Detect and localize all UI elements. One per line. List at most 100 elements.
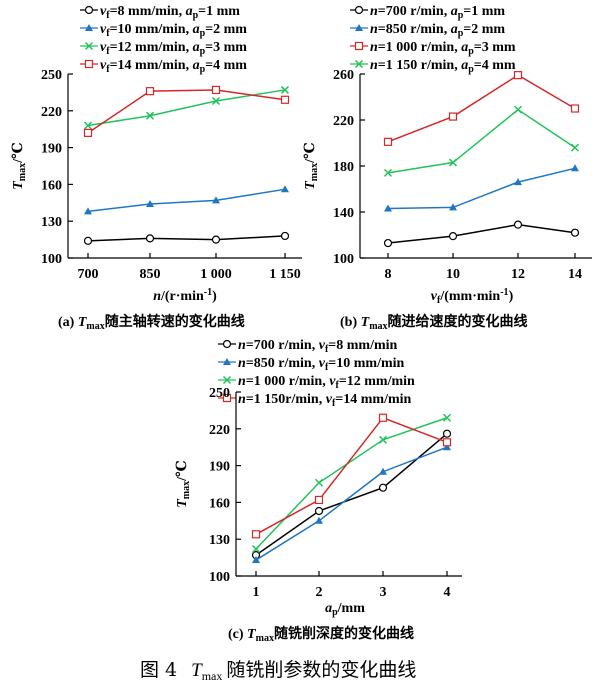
panel-b-series-2-point-4 (571, 164, 579, 172)
panel-a: vf=8 mm/min, ap=1 mm vf=10 mm/min, ap=2 … (11, 4, 302, 332)
panel-a-series-1-point-4 (280, 231, 290, 241)
panel-c-legend: n=700 r/min, vf=8 mm/min n=850 r/min, vf… (218, 338, 415, 409)
legend-c-4: n=1 150r/min, vf=14 mm/min (238, 392, 412, 409)
panel-a-legend: vf=8 mm/min, ap=1 mm vf=10 mm/min, ap=2 … (80, 4, 247, 75)
panel-a-y-tick-label-1: 130 (41, 215, 62, 230)
panel-b-series-3-line (387, 74, 576, 143)
panel-a-series-2-point-2 (146, 200, 154, 208)
panel-c-plot (251, 413, 452, 564)
panel-b: n=700 r/min, ap=1 mm n=850 r/min, ap=2 m… (303, 4, 592, 332)
panel-c-series-4-point-1 (251, 530, 261, 539)
panel-b-x-tick-label-0: 8 (385, 267, 392, 282)
panel-c-series-2-point-3 (379, 467, 387, 475)
panel-c-series-2-point-1 (252, 556, 260, 564)
panel-a-series-3-point-3 (211, 96, 221, 106)
panel-a-series-3-point-4 (280, 85, 290, 94)
panel-b-y-tick-label-2: 180 (333, 160, 354, 175)
panel-b-y-tick-label-0: 100 (333, 252, 354, 267)
panel-a-x-tick-label-2: 1 000 (200, 267, 232, 282)
panel-c-series-4-point-2 (314, 495, 324, 505)
panel-c-series-2-line (255, 446, 448, 561)
panel-a-series-4-point-3 (211, 85, 221, 95)
panel-b-series-2-point-3 (514, 178, 522, 186)
panel-b-plot (383, 71, 580, 248)
panel-a-x-tick-label-3: 1 150 (269, 267, 301, 282)
panel-c-y-tick-label-4: 220 (209, 423, 230, 438)
figure-caption: 图 4 Tmax 随铣削参数的变化曲线 (140, 659, 416, 683)
panel-b-y-ticks: 100 140 180 220 260 (333, 68, 365, 267)
panel-a-x-ticks: 700 850 1 000 1 150 (78, 253, 301, 282)
panel-a-y-tick-label-3: 190 (41, 142, 62, 157)
panel-c-y-tick-label-0: 100 (209, 570, 230, 585)
panel-b-series-2-line (387, 167, 576, 210)
panel-a-series-4-point-4 (280, 95, 290, 104)
panel-c-caption: (c) Tmax随铣削深度的变化曲线 (228, 625, 414, 644)
panel-c-series-3-line (255, 417, 448, 550)
panel-b-y-label: Tmax/℃ (303, 142, 320, 190)
panel-c-series-4-point-4 (442, 438, 452, 447)
panel-a-y-tick-label-2: 160 (41, 178, 62, 193)
panel-b-series-3-point-3 (513, 71, 523, 80)
panel-a-y-label: Tmax/℃ (11, 142, 28, 190)
legend-b-3: n=1 000 r/min, ap=3 mm (370, 40, 516, 57)
panel-b-x-label: vf/(mm·min-1) (431, 287, 514, 306)
panel-b-series-1-point-2 (448, 232, 458, 241)
legend-a-4: vf=14 mm/min, ap=4 mm (100, 58, 247, 75)
panel-a-plot (83, 85, 290, 245)
panel-a-series-4-point-2 (145, 87, 155, 96)
panel-a-series-1-point-1 (83, 236, 93, 245)
panel-b-series-4-point-1 (383, 168, 393, 177)
panel-a-x-label: n/(r·min-1) (153, 287, 217, 304)
panel-a-series-1-line (87, 235, 286, 242)
panel-c-y-tick-label-5: 250 (209, 386, 230, 401)
panel-b-series-3-point-4 (570, 104, 580, 113)
panel-c-series-4-point-3 (378, 413, 388, 422)
panel-c-y-tick-label-2: 160 (209, 496, 230, 511)
panel-a-y-tick-label-5: 250 (41, 68, 62, 83)
panel-a-x-tick-label-1: 850 (140, 267, 161, 282)
panel-a-series-2-point-1 (84, 207, 92, 215)
panel-a-y-ticks: 100 130 160 190 220 250 (41, 68, 73, 267)
panel-b-series-3-point-1 (383, 137, 393, 146)
panel-b-y-tick-label-1: 140 (333, 206, 354, 221)
panel-b-series-3-point-2 (448, 112, 458, 121)
panel-b-series-4-line (387, 108, 576, 174)
panel-c-series-1-line (255, 433, 448, 556)
panel-c-series-2-point-2 (315, 516, 323, 524)
panel-a-series-2-point-3 (212, 196, 220, 204)
panel-b-legend: n=700 r/min, ap=1 mm n=850 r/min, ap=2 m… (350, 4, 516, 75)
legend-b-4: n=1 150 r/min, ap=4 mm (370, 58, 516, 75)
panel-a-series-3-point-2 (145, 111, 155, 120)
panel-b-series-1-point-3 (513, 220, 523, 229)
panel-a-series-4-line (87, 89, 286, 134)
panel-c-x-ticks: 1 2 3 4 (253, 571, 451, 600)
panel-b-series-2-point-1 (384, 204, 392, 212)
panel-c-x-tick-label-2: 3 (380, 585, 387, 600)
panel-a-y-tick-label-0: 100 (41, 252, 62, 267)
panel-c-series-3-point-2 (314, 478, 324, 487)
panel-a-x-tick-label-0: 700 (78, 267, 99, 282)
panel-b-series-1-point-4 (570, 228, 580, 237)
panel-c-y-ticks: 100 130 160 190 220 250 (209, 386, 241, 585)
panel-c-series-1-point-3 (378, 483, 388, 492)
panel-c-series-2-point-4 (443, 443, 451, 451)
legend-c-2: n=850 r/min, vf=10 mm/min (238, 356, 405, 373)
legend-b-2: n=850 r/min, ap=2 mm (370, 22, 505, 39)
panel-b-series-2-point-2 (449, 203, 457, 211)
panel-a-series-1-point-3 (211, 235, 221, 244)
panel-c-x-tick-label-3: 4 (444, 585, 451, 600)
panel-b-x-tick-label-1: 10 (446, 267, 460, 282)
panel-c-series-3-point-4 (442, 413, 452, 422)
panel-a-series-3-point-1 (83, 121, 93, 130)
panel-b-x-tick-label-2: 12 (511, 267, 525, 282)
panel-a-series-1-point-2 (145, 234, 155, 243)
legend-c-1: n=700 r/min, vf=8 mm/min (238, 338, 398, 355)
panel-c-series-3-point-3 (378, 435, 388, 444)
panel-c-x-tick-label-0: 1 (253, 585, 260, 600)
legend-c-3: n=1 000 r/min, vf=12 mm/min (238, 374, 415, 391)
panel-c-series-4-line (255, 416, 448, 535)
legend-a-3: vf=12 mm/min, ap=3 mm (100, 40, 247, 57)
panel-b-x-ticks: 8 10 12 14 (385, 253, 582, 282)
panel-b-x-tick-label-3: 14 (568, 267, 582, 282)
